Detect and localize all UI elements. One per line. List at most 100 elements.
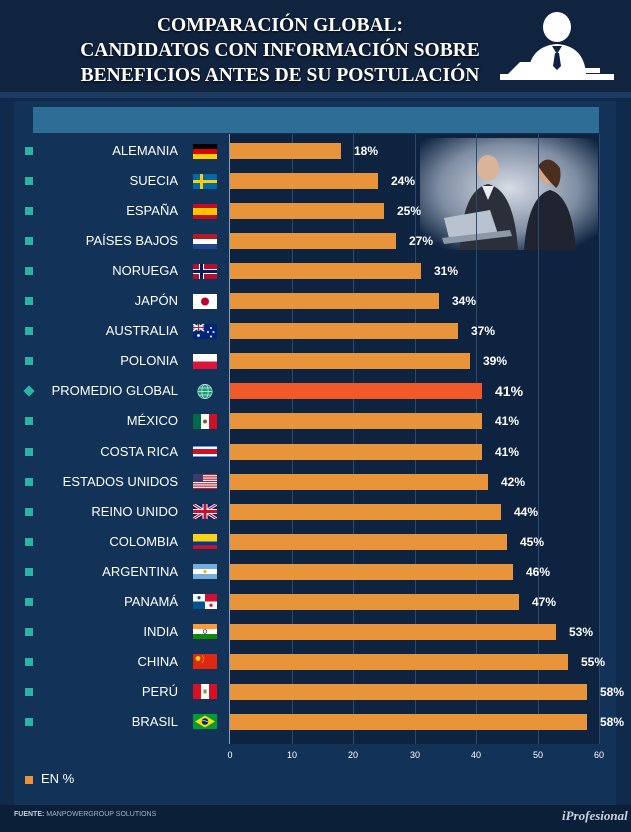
category-label: ESTADOS UNIDOS — [62, 474, 178, 489]
brazil-flag — [193, 714, 217, 729]
row-bullet — [25, 207, 33, 215]
category-label: PAÍSES BAJOS — [85, 233, 178, 248]
bar — [230, 444, 482, 460]
argentina-flag — [193, 564, 217, 579]
japan-flag — [193, 294, 217, 309]
header-border — [0, 92, 631, 98]
value-label: 41% — [495, 414, 520, 428]
value-label: 41% — [495, 383, 524, 399]
bar — [230, 714, 587, 730]
china-flag — [193, 654, 217, 669]
mexico-flag — [193, 414, 217, 429]
bar-highlight — [230, 383, 482, 399]
bar — [230, 293, 439, 309]
row-bullet — [25, 147, 33, 155]
source-note: FUENTE: MANPOWERGROUP SOLUTIONS — [14, 811, 156, 818]
category-label: PERÚ — [141, 684, 178, 699]
category-label: ALEMANIA — [112, 143, 178, 158]
spain-flag — [193, 204, 217, 219]
x-tick-label: 60 — [593, 750, 604, 760]
value-label: 24% — [391, 174, 416, 188]
title-line-2: CANDIDATOS CON INFORMACIÓN SOBRE — [80, 40, 480, 61]
bar — [230, 624, 556, 640]
value-label: 46% — [526, 565, 551, 579]
peru-flag — [193, 684, 217, 699]
y-axis-line — [229, 134, 230, 744]
value-label: 18% — [354, 144, 379, 158]
business-meeting-photo — [420, 138, 598, 250]
india-flag — [193, 624, 217, 639]
value-label: 27% — [409, 234, 434, 248]
poland-flag — [193, 354, 217, 369]
row-bullet — [25, 327, 33, 335]
bar — [230, 353, 470, 369]
chart-top-band — [33, 107, 599, 133]
value-label: 58% — [600, 685, 625, 699]
bar — [230, 654, 568, 670]
x-tick-label: 40 — [470, 750, 481, 760]
uk-flag — [193, 504, 217, 519]
panama-flag — [193, 594, 217, 609]
x-tick-label: 10 — [286, 750, 297, 760]
bar — [230, 143, 341, 159]
category-label: MÉXICO — [126, 413, 178, 428]
value-label: 41% — [495, 445, 520, 459]
row-bullet — [25, 448, 33, 456]
bar — [230, 474, 488, 490]
bar — [230, 173, 378, 189]
row-bullet — [25, 417, 33, 425]
australia-flag — [193, 324, 217, 339]
row-bullet — [25, 297, 33, 305]
category-label: POLONIA — [120, 353, 178, 368]
category-label: PANAMÁ — [124, 594, 178, 609]
bar — [230, 504, 501, 520]
source-value: MANPOWERGROUP SOLUTIONS — [46, 811, 157, 818]
value-label: 31% — [434, 264, 459, 278]
row-bullet — [25, 538, 33, 546]
legend-swatch — [25, 776, 33, 784]
row-bullet — [25, 658, 33, 666]
bar — [230, 684, 587, 700]
x-tick-label: 20 — [347, 750, 358, 760]
category-label: AUSTRALIA — [105, 323, 178, 338]
gridline — [476, 134, 477, 744]
businessman-icon — [500, 12, 614, 80]
bar — [230, 413, 482, 429]
value-label: 34% — [452, 294, 477, 308]
gridline — [415, 134, 416, 744]
row-bullet — [25, 177, 33, 185]
chart-title: COMPARACIÓN GLOBAL: CANDIDATOS CON INFOR… — [40, 13, 520, 88]
row-bullet — [25, 598, 33, 606]
bar — [230, 263, 421, 279]
legend-label: EN % — [41, 771, 75, 786]
category-label: COSTA RICA — [100, 444, 178, 459]
category-label: SUECIA — [129, 173, 178, 188]
globe-icon — [193, 384, 217, 399]
footer-bar — [0, 805, 631, 832]
source-label: FUENTE: — [14, 811, 45, 818]
norway-flag — [193, 264, 217, 279]
category-label: INDIA — [143, 624, 178, 639]
value-label: 55% — [581, 655, 606, 669]
row-bullet — [25, 628, 33, 636]
bar — [230, 233, 396, 249]
value-label: 37% — [471, 324, 496, 338]
bar — [230, 594, 519, 610]
category-label: ARGENTINA — [102, 564, 178, 579]
row-bullet — [25, 688, 33, 696]
value-label: 25% — [397, 204, 422, 218]
usa-flag — [193, 474, 217, 489]
row-bullet — [25, 478, 33, 486]
category-label: COLOMBIA — [109, 534, 178, 549]
costa-rica-flag — [193, 444, 217, 459]
netherlands-flag — [193, 234, 217, 249]
row-bullet — [25, 267, 33, 275]
category-label: ESPAÑA — [126, 203, 178, 218]
gridline — [292, 134, 293, 744]
bar — [230, 534, 507, 550]
value-label: 47% — [532, 595, 557, 609]
category-label: NORUEGA — [112, 263, 178, 278]
germany-flag — [193, 144, 217, 159]
row-bullet — [25, 718, 33, 726]
value-label: 39% — [483, 354, 508, 368]
